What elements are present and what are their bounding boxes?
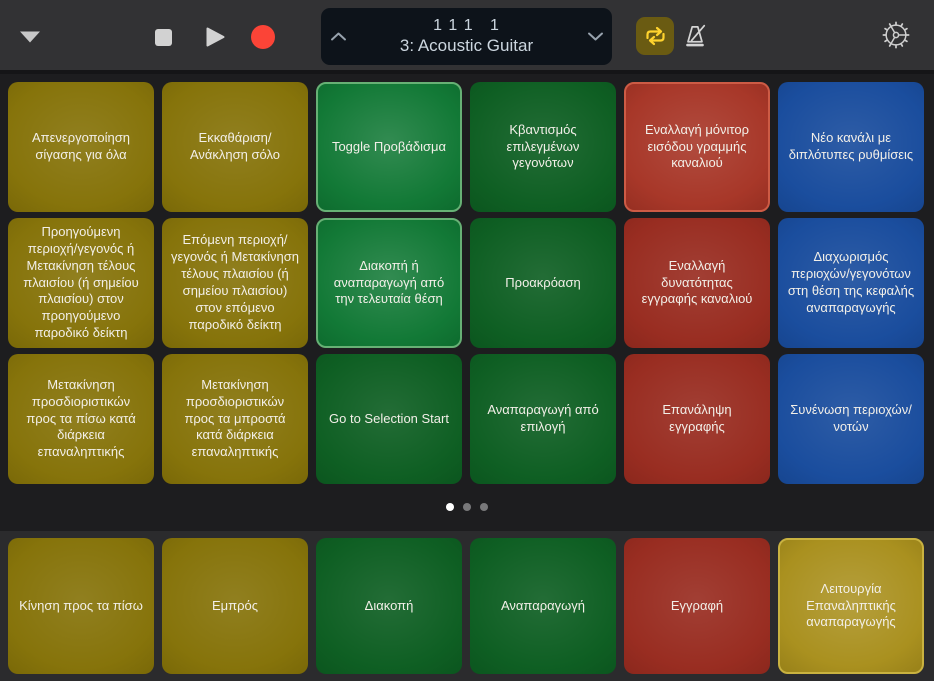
pad-label: Νέο κανάλι με διπλότυπες ρυθμίσεις [788,130,914,162]
pad-label: Toggle Προβάδισμα [331,138,447,154]
pad-label: Επανάληψη εγγραφής [662,402,732,434]
disclosure-triangle-icon [20,31,40,43]
pad-label: Λειτουργία Επαναληπτικής αναπαραγωγής [806,580,896,630]
pad-label: Εκκαθάριση/Ανάκληση σόλο [189,130,281,162]
chevron-down-icon [587,32,603,41]
key-command-pad[interactable]: Νέο κανάλι με διπλότυπες ρυθμίσεις [778,82,924,212]
page-indicator [0,503,934,511]
pad-label: Προακρόαση [505,274,581,290]
page-dot[interactable] [446,503,454,511]
transport-strip: Κίνηση προς τα πίσω Εμπρός Διακοπή Αναπα… [0,531,934,681]
pad-label: Εναλλαγή μόνιτορ εισόδου γραμμής καναλιο… [644,121,750,171]
pad-label: Αναπαραγωγή [500,597,586,613]
key-command-pad[interactable]: Μετακίνηση προσδιοριστικών προς τα μπροσ… [162,354,308,484]
key-command-pad[interactable]: Μετακίνηση προσδιοριστικών προς τα πίσω … [8,354,154,484]
pad-label: Go to Selection Start [329,410,449,426]
key-command-pad[interactable]: Toggle Προβάδισμα [316,82,462,212]
settings-gear-icon [882,21,910,49]
stop-icon [154,28,172,46]
page-dot[interactable] [480,503,488,511]
key-command-pad[interactable]: Διαχωρισμός περιοχών/γεγονότων στη θέση … [778,218,924,348]
transport-pad-forward[interactable]: Εμπρός [162,538,308,674]
pad-label: Διακοπή [364,597,414,613]
transport-pad-cycle-mode[interactable]: Λειτουργία Επαναληπτικής αναπαραγωγής [778,538,924,674]
pad-label: Εναλλαγή δυνατότητας εγγραφής καναλιού [641,257,753,307]
chevron-up-icon [330,32,346,41]
lcd-next-track-button[interactable] [581,8,609,65]
key-command-pad[interactable]: Προηγούμενη περιοχή/γεγονός ή Μετακίνηση… [8,218,154,348]
key-commands-grid: Απενεργοποίηση σίγασης για όλα Εκκαθάρισ… [8,82,924,484]
key-command-pad[interactable]: Go to Selection Start [316,354,462,484]
key-command-pad[interactable]: Εναλλαγή μόνιτορ εισόδου γραμμής καναλιο… [624,82,770,212]
transport-pad-play[interactable]: Αναπαραγωγή [470,538,616,674]
pad-label: Μετακίνηση προσδιοριστικών προς τα μπροσ… [184,376,286,460]
key-command-pad[interactable]: Προακρόαση [470,218,616,348]
key-command-pad[interactable]: Αναπαραγωγή από επιλογή [470,354,616,484]
pad-label: Μετακίνηση προσδιοριστικών προς τα πίσω … [26,376,136,460]
pad-label: Διακοπή ή αναπαραγωγή από την τελευταία … [333,257,445,307]
transport-pad-rewind[interactable]: Κίνηση προς τα πίσω [8,538,154,674]
lcd-previous-track-button[interactable] [324,8,352,65]
pad-label: Συνένωση περιοχών/νοτών [790,402,912,434]
key-command-pad[interactable]: Διακοπή ή αναπαραγωγή από την τελευταία … [316,218,462,348]
toolbar: 1 1 1 1 3: Acoustic Guitar [0,0,934,74]
pad-label: Εγγραφή [670,597,724,613]
play-button[interactable] [201,23,229,51]
pad-label: Εμπρός [211,597,259,613]
transport-pad-record[interactable]: Εγγραφή [624,538,770,674]
view-menu-button[interactable] [16,27,44,47]
record-icon [251,25,275,49]
play-icon [206,27,225,47]
stop-button[interactable] [150,24,176,50]
current-track-name: 3: Acoustic Guitar [399,36,534,55]
key-commands-grid-area: Απενεργοποίηση σίγασης για όλα Εκκαθάρισ… [0,78,934,531]
pad-label: Επόμενη περιοχή/γεγονός ή Μετακίνηση τέλ… [171,232,299,332]
page-dot[interactable] [463,503,471,511]
key-command-pad[interactable]: Απενεργοποίηση σίγασης για όλα [8,82,154,212]
settings-button[interactable] [879,18,913,52]
key-command-pad[interactable]: Επόμενη περιοχή/γεγονός ή Μετακίνηση τέλ… [162,218,308,348]
key-command-pad[interactable]: Επανάληψη εγγραφής [624,354,770,484]
pad-label: Κίνηση προς τα πίσω [19,597,143,613]
key-command-pad[interactable]: Εκκαθάριση/Ανάκληση σόλο [162,82,308,212]
pad-label: Αναπαραγωγή από επιλογή [487,402,599,434]
key-command-pad[interactable]: Εναλλαγή δυνατότητας εγγραφής καναλιού [624,218,770,348]
transport-grid: Κίνηση προς τα πίσω Εμπρός Διακοπή Αναπα… [8,538,924,674]
cycle-button[interactable] [636,17,674,55]
transport-pad-stop[interactable]: Διακοπή [316,538,462,674]
pad-label: Διαχωρισμός περιοχών/γεγονότων στη θέση … [787,249,915,315]
key-command-pad[interactable]: Συνένωση περιοχών/νοτών [778,354,924,484]
metronome-button[interactable] [679,20,711,52]
pad-label: Απενεργοποίηση σίγασης για όλα [31,130,131,162]
metronome-icon [686,24,706,47]
record-button[interactable] [249,23,277,51]
lcd-readout: 1 1 1 1 3: Acoustic Guitar [351,8,582,65]
pad-label: Κβαντισμός επιλεγμένων γεγονότων [506,121,580,171]
key-command-pad[interactable]: Κβαντισμός επιλεγμένων γεγονότων [470,82,616,212]
playhead-position: 1 1 1 1 [433,17,500,34]
pad-label: Προηγούμενη περιοχή/γεγονός ή Μετακίνηση… [23,223,139,341]
cycle-repeat-icon [645,26,665,46]
lcd-display[interactable]: 1 1 1 1 3: Acoustic Guitar [321,8,612,65]
